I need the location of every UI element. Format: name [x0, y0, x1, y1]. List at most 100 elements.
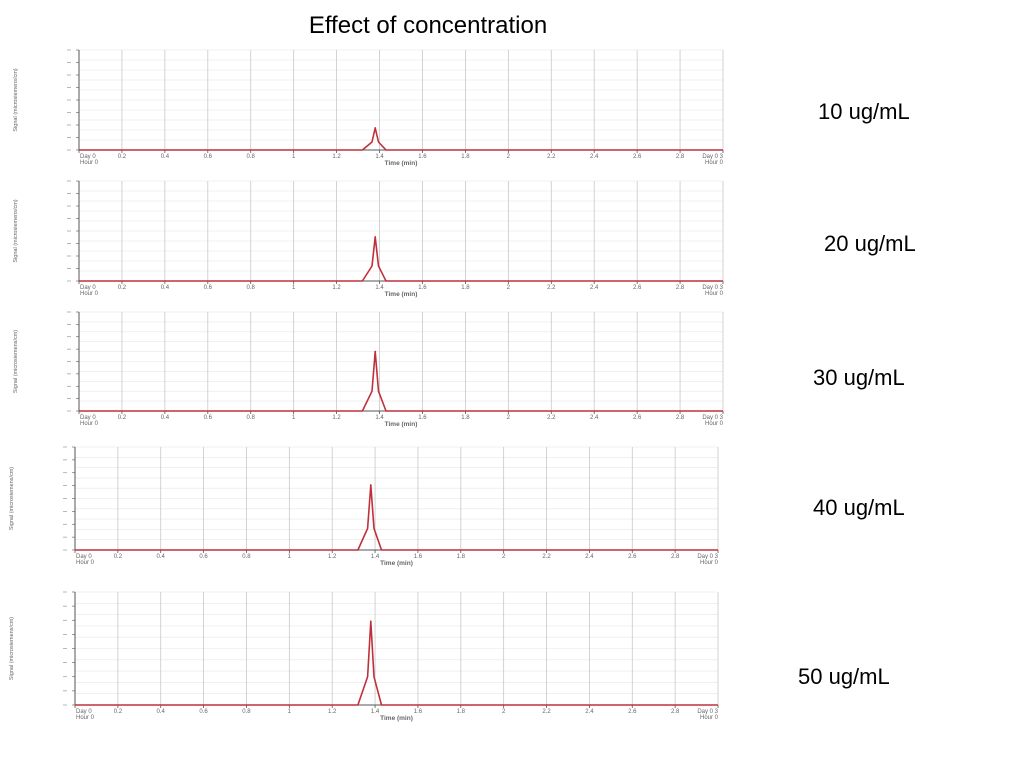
x-tick-label: 1.2 — [332, 285, 341, 291]
y-axis-title: Signal (microsiemens/cm) — [13, 199, 19, 262]
x-tick-label: 0.8 — [242, 554, 251, 560]
y-axis-title: Signal (microsiemens/cm) — [13, 330, 19, 393]
x-tick-label: 2.2 — [547, 285, 556, 291]
x-tick-label: 1.2 — [332, 415, 341, 421]
x-tick-label: 0.2 — [118, 285, 127, 291]
x-tick-label: 1.4 — [375, 285, 384, 291]
x-tick-label: 0.4 — [161, 154, 170, 160]
x-tick-label: 1 — [292, 415, 296, 421]
signal-trace — [75, 620, 718, 706]
x-axis-title: Time (min) — [380, 560, 413, 567]
x-tick-label: 0.4 — [157, 709, 166, 715]
x-tick-label: 0.8 — [247, 154, 256, 160]
peak-point — [374, 350, 377, 353]
x-tick-label: 2.4 — [585, 554, 594, 560]
x-end-tick-hour: Hour 0 — [705, 160, 724, 166]
concentration-label-10: 10 ug/mL — [818, 99, 910, 124]
x-end-tick-day: Day 0 3 — [702, 285, 723, 291]
x-tick-label: 1 — [292, 154, 296, 160]
x-start-tick-day: Day 0 — [76, 709, 92, 715]
concentration-label-50: 50 ug/mL — [798, 664, 890, 689]
y-axis-title: Signal (microsiemens/cm) — [13, 68, 19, 131]
x-tick-label: 0.2 — [114, 709, 123, 715]
x-end-tick-hour: Hour 0 — [705, 421, 724, 427]
x-tick-label: 2.6 — [628, 554, 637, 560]
x-tick-label: 0.6 — [204, 415, 213, 421]
x-end-tick-hour: Hour 0 — [705, 291, 724, 297]
x-tick-label: 0.8 — [242, 709, 251, 715]
x-tick-label: 2.6 — [633, 415, 642, 421]
concentration-label-30: 30 ug/mL — [813, 365, 905, 390]
x-axis-title: Time (min) — [385, 160, 418, 167]
x-tick-label: 2.6 — [633, 285, 642, 291]
x-start-tick-day: Day 0 — [80, 415, 96, 421]
x-tick-label: 0.2 — [118, 154, 127, 160]
x-tick-label: 1.8 — [461, 415, 470, 421]
x-tick-label: 2.8 — [671, 709, 680, 715]
y-axis-title: Signal (microsiemens/cm) — [9, 467, 15, 530]
peak-point — [374, 236, 377, 238]
x-end-tick-day: Day 0 3 — [702, 415, 723, 421]
x-tick-label: 1.6 — [418, 285, 427, 291]
concentration-label-20: 20 ug/mL — [824, 231, 916, 256]
x-tick-label: 0.8 — [247, 415, 256, 421]
x-tick-label: 2 — [507, 285, 511, 291]
x-tick-label: 0.2 — [118, 415, 127, 421]
x-tick-label: 2.4 — [585, 709, 594, 715]
x-tick-label: 1.8 — [461, 285, 470, 291]
x-tick-label: 0.8 — [247, 285, 256, 291]
x-tick-label: 2 — [507, 415, 511, 421]
x-tick-label: 1.8 — [457, 709, 466, 715]
x-axis-title: Time (min) — [380, 715, 413, 722]
x-end-tick-day: Day 0 3 — [697, 709, 718, 715]
x-end-tick-day: Day 0 3 — [702, 154, 723, 160]
x-tick-label: 2.2 — [542, 709, 551, 715]
x-tick-label: 2.4 — [590, 415, 599, 421]
x-end-tick-hour: Hour 0 — [700, 560, 719, 566]
x-start-tick-hour: Hour 0 — [80, 421, 99, 427]
peak-point — [369, 620, 372, 623]
x-tick-label: 1.6 — [414, 554, 423, 560]
x-start-tick-hour: Hour 0 — [76, 560, 95, 566]
x-tick-label: 1.4 — [371, 709, 380, 715]
x-tick-label: 0.6 — [199, 709, 208, 715]
x-end-tick-day: Day 0 3 — [697, 554, 718, 560]
x-tick-label: 1.4 — [371, 554, 380, 560]
x-tick-label: 0.4 — [157, 554, 166, 560]
concentration-label-40: 40 ug/mL — [813, 495, 905, 520]
x-tick-label: 1.2 — [328, 709, 337, 715]
x-tick-label: 1.4 — [375, 415, 384, 421]
x-tick-label: 1.4 — [375, 154, 384, 160]
x-tick-label: 1.6 — [418, 415, 427, 421]
x-tick-label: 1.6 — [414, 709, 423, 715]
x-tick-label: 1 — [292, 285, 296, 291]
slide-title: Effect of concentration — [308, 12, 548, 39]
x-tick-label: 2 — [507, 154, 511, 160]
x-tick-label: 1.2 — [328, 554, 337, 560]
x-tick-label: 2.6 — [628, 709, 637, 715]
x-tick-label: 0.2 — [114, 554, 123, 560]
x-tick-label: 1.8 — [457, 554, 466, 560]
x-tick-label: 2.8 — [671, 554, 680, 560]
x-tick-label: 1.2 — [332, 154, 341, 160]
x-axis-title: Time (min) — [385, 421, 418, 428]
y-axis-title: Signal (microsiemens/cm) — [9, 617, 15, 680]
x-start-tick-day: Day 0 — [76, 554, 92, 560]
x-tick-label: 1 — [288, 709, 292, 715]
x-tick-label: 2.4 — [590, 154, 599, 160]
x-tick-label: 0.4 — [161, 415, 170, 421]
x-tick-label: 2.4 — [590, 285, 599, 291]
x-tick-label: 2.8 — [676, 154, 685, 160]
x-tick-label: 0.4 — [161, 285, 170, 291]
x-tick-label: 2.2 — [542, 554, 551, 560]
x-tick-label: 2.8 — [676, 415, 685, 421]
x-tick-label: 2.6 — [633, 154, 642, 160]
x-start-tick-hour: Hour 0 — [76, 715, 95, 721]
x-tick-label: 2.2 — [547, 154, 556, 160]
peak-point — [374, 127, 377, 129]
